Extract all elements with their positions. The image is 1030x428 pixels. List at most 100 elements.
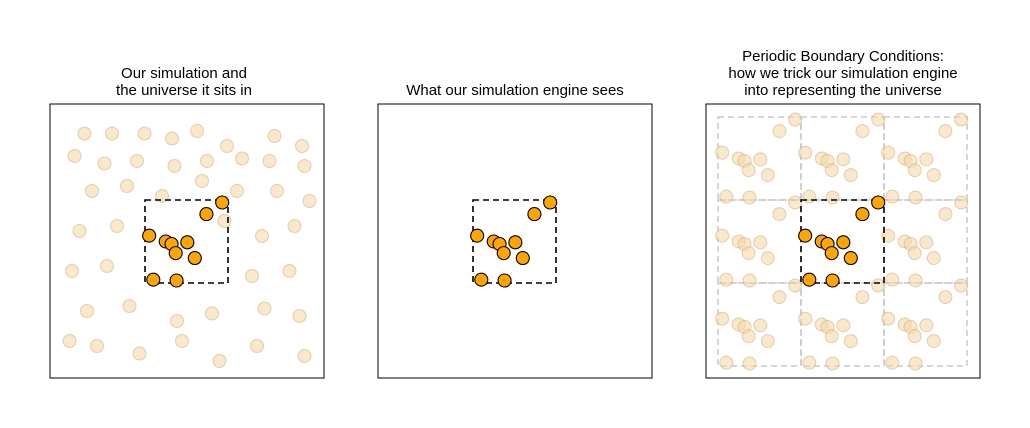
universe-particle <box>77 126 92 141</box>
simulation-particle <box>146 272 161 287</box>
replica-particle <box>938 124 953 139</box>
replica-particle <box>908 356 923 371</box>
simulation-particle <box>470 228 485 243</box>
universe-particle <box>255 229 269 243</box>
replica-particle <box>715 145 730 160</box>
simulation-particle <box>527 207 542 222</box>
universe-particle <box>220 139 234 153</box>
simulation-particle <box>496 246 511 261</box>
replica-particle <box>798 311 813 326</box>
universe-particle <box>200 154 214 168</box>
simulation-particle <box>187 251 202 266</box>
universe-particle <box>302 194 317 208</box>
replica-particle <box>741 329 756 344</box>
universe-particle <box>62 334 77 348</box>
replica-particle <box>885 189 900 204</box>
simulation-particle <box>215 195 230 210</box>
universe-particle <box>205 306 219 321</box>
replica-particle <box>802 355 817 370</box>
replica-box <box>883 282 968 367</box>
replica-particle <box>885 355 900 370</box>
universe-particle <box>195 174 209 188</box>
replica-particle <box>881 145 896 160</box>
panel-frame-2 <box>377 103 653 379</box>
universe-particle <box>72 224 87 238</box>
universe-particle <box>67 149 82 163</box>
replica-particle <box>836 152 851 167</box>
universe-particle <box>170 314 184 328</box>
simulation-particle <box>802 272 817 287</box>
simulation-particle <box>798 228 813 243</box>
panel-title-periodic-boundary: Periodic Boundary Conditions: how we tri… <box>728 48 958 99</box>
replica-particle <box>885 272 900 287</box>
universe-particle <box>190 124 204 138</box>
replica-particle <box>798 145 813 160</box>
simulation-particle <box>843 251 858 266</box>
replica-particle <box>881 228 896 243</box>
replica-particle <box>871 278 886 293</box>
universe-particle <box>120 179 134 193</box>
replica-particle <box>938 207 953 222</box>
replica-particle <box>742 273 757 288</box>
replica-particle <box>753 235 768 250</box>
simulation-particle <box>180 235 195 250</box>
replica-particle <box>719 272 734 287</box>
simulation-box-3 <box>800 199 885 284</box>
simulation-particle <box>168 246 183 261</box>
replica-particle <box>772 290 787 305</box>
replica-particle <box>954 278 969 293</box>
universe-particle <box>295 139 309 153</box>
replica-particle <box>760 334 775 349</box>
replica-particle <box>802 189 817 204</box>
universe-particle <box>245 269 259 283</box>
universe-particle <box>297 349 312 363</box>
universe-particle <box>90 339 104 353</box>
replica-particle <box>907 329 922 344</box>
replica-particle <box>741 163 756 178</box>
simulation-particle <box>836 235 851 250</box>
replica-particle <box>836 318 851 333</box>
universe-particle <box>105 126 119 141</box>
universe-particle <box>257 301 272 316</box>
replica-particle <box>871 112 886 127</box>
replica-particle <box>855 290 870 305</box>
simulation-particle <box>871 195 886 210</box>
replica-particle <box>926 251 941 266</box>
replica-particle <box>719 355 734 370</box>
universe-particle <box>137 126 152 141</box>
replica-particle <box>908 273 923 288</box>
universe-particle <box>80 304 94 318</box>
universe-particle <box>110 219 124 233</box>
universe-particle <box>297 159 312 173</box>
universe-particle <box>165 131 179 146</box>
replica-particle <box>742 190 757 205</box>
universe-particle <box>132 346 147 361</box>
universe-particle <box>100 259 114 273</box>
universe-particle <box>230 184 244 198</box>
simulation-box-1 <box>144 199 229 284</box>
replica-particle <box>926 168 941 183</box>
panel-title-universe: Our simulation and the universe it sits … <box>116 65 252 99</box>
replica-particle <box>825 190 840 205</box>
replica-particle <box>919 235 934 250</box>
universe-particle <box>235 151 249 166</box>
replica-particle <box>954 112 969 127</box>
replica-particle <box>788 112 803 127</box>
simulation-particle <box>199 207 214 222</box>
simulation-particle <box>515 251 530 266</box>
panel-title-engine-view: What our simulation engine sees <box>406 82 624 99</box>
simulation-particle <box>497 273 512 288</box>
replica-particle <box>772 207 787 222</box>
simulation-particle <box>855 207 870 222</box>
replica-particle <box>760 251 775 266</box>
simulation-particle <box>142 228 157 243</box>
replica-particle <box>907 163 922 178</box>
replica-particle <box>719 189 734 204</box>
universe-particle <box>267 129 282 143</box>
universe-particle <box>282 264 297 278</box>
replica-particle <box>919 152 934 167</box>
universe-particle <box>122 299 137 313</box>
simulation-box-2 <box>472 199 557 284</box>
replica-particle <box>855 124 870 139</box>
simulation-particle <box>543 195 558 210</box>
